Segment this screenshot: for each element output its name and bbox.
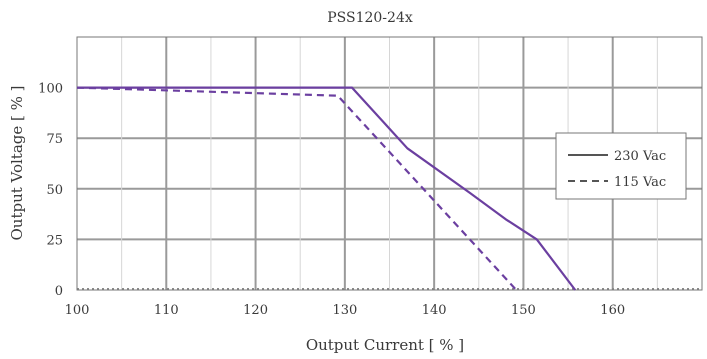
y-tick-label: 0	[55, 284, 63, 299]
y-tick-label: 25	[46, 233, 63, 248]
x-tick-label: 120	[243, 303, 268, 318]
y-tick-label: 75	[46, 132, 63, 147]
y-axis-title: Output Voltage [ % ]	[8, 85, 26, 240]
x-tick-label: 100	[65, 303, 90, 318]
x-tick-label: 140	[422, 303, 447, 318]
y-tick-labels: 0 25 50 75 100	[38, 82, 63, 299]
x-tick-label: 150	[511, 303, 536, 318]
y-tick-label: 100	[38, 82, 63, 97]
x-tick-labels: 100 110 120 130 140 150 160	[65, 303, 626, 318]
legend-box	[555, 132, 687, 200]
legend: 230 Vac 115 Vac	[555, 132, 687, 200]
x-tick-label: 110	[154, 303, 179, 318]
series-line-230-vac	[77, 86, 577, 291]
series-lines	[76, 86, 577, 291]
x-tick-label: 130	[332, 303, 357, 318]
plot-frame	[76, 36, 703, 291]
legend-label: 230 Vac	[614, 149, 666, 164]
legend-label: 115 Vac	[614, 175, 666, 190]
y-tick-label: 50	[46, 183, 63, 198]
chart-title: PSS120-24x	[327, 10, 413, 26]
series-line-115-vac	[76, 86, 518, 291]
x-axis-title: Output Current [ % ]	[306, 336, 464, 354]
x-tick-label: 160	[600, 303, 625, 318]
